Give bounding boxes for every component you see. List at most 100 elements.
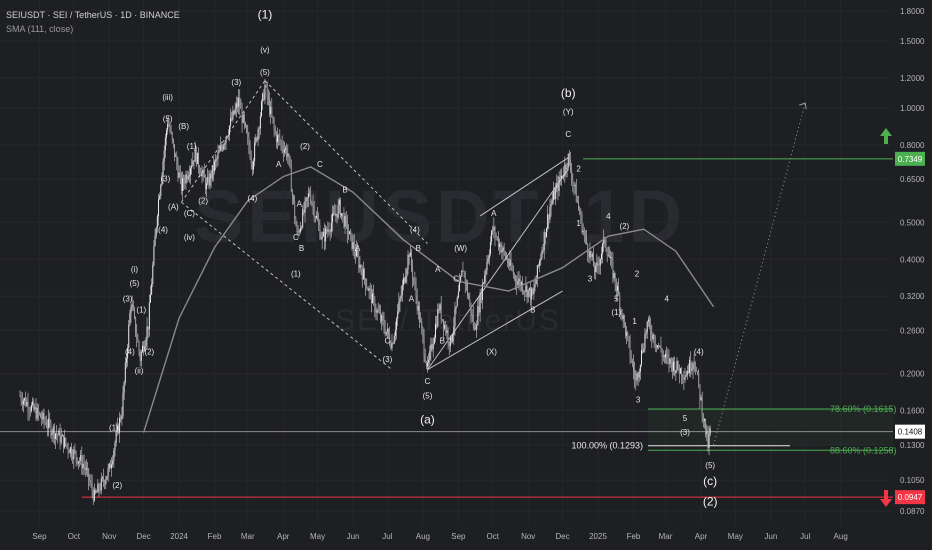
candle-body xyxy=(361,270,363,280)
candle-body xyxy=(220,146,222,148)
candle-body xyxy=(701,397,703,417)
time-tick-label: Sep xyxy=(451,532,466,541)
wave-label: (3) xyxy=(123,294,133,303)
time-axis[interactable]: Sep Oct Nov Dec 2024 Feb Mar Apr May Jun Jul Aug Sep… xyxy=(32,532,847,541)
candle-body xyxy=(46,426,48,428)
candle-body xyxy=(20,395,22,401)
candle-body xyxy=(44,420,46,423)
wave-label: (5) xyxy=(423,392,433,401)
candle-body xyxy=(457,291,459,298)
price-tick-label: 0.1600 xyxy=(900,407,925,416)
candle-body xyxy=(263,93,265,100)
candle-body xyxy=(219,146,221,151)
candle-body xyxy=(707,431,709,448)
candle-body xyxy=(587,243,589,254)
candle-body xyxy=(563,174,565,177)
time-tick-label: Apr xyxy=(277,532,290,541)
candle-body xyxy=(575,184,577,203)
candle-body xyxy=(676,361,678,371)
candle-body xyxy=(621,309,623,319)
candle-body xyxy=(699,384,701,400)
candle-body xyxy=(565,164,567,170)
candle-body xyxy=(325,228,327,242)
candle-body xyxy=(677,361,679,370)
candle-body xyxy=(303,209,305,213)
candle-body xyxy=(323,232,325,242)
candle-body xyxy=(115,431,117,443)
candle-body xyxy=(305,198,307,202)
candle-body xyxy=(30,405,32,412)
candle-body xyxy=(516,281,518,285)
candle-body xyxy=(418,306,420,322)
wave-label: (A) xyxy=(168,203,179,212)
candle-body xyxy=(280,141,282,143)
candle-body xyxy=(212,165,214,172)
candle-body xyxy=(156,216,158,228)
candle-body xyxy=(251,162,253,170)
candle-body xyxy=(683,377,685,380)
price-axis[interactable]: 1.8000 1.5000 1.2000 1.0000 0.8000 0.6500 0.50… xyxy=(900,7,925,516)
candle-body xyxy=(439,304,441,311)
candle-body xyxy=(485,270,487,276)
wave-label: (iv) xyxy=(184,233,195,242)
candle-body xyxy=(105,479,107,485)
candle-body xyxy=(612,260,614,279)
wave-label: (2) xyxy=(619,222,629,231)
candle-body xyxy=(592,254,594,267)
candle-body xyxy=(393,335,395,344)
candle-body xyxy=(322,232,324,237)
candle-body xyxy=(352,242,354,249)
candle-body xyxy=(366,287,368,289)
candle-body xyxy=(492,230,494,232)
candle-body xyxy=(248,136,250,148)
candle-body xyxy=(493,226,495,231)
candle-body xyxy=(99,490,101,491)
price-tick-label: 1.2000 xyxy=(900,74,925,83)
wave-label: (2) xyxy=(703,495,718,509)
candle-body xyxy=(420,321,422,322)
candle-body xyxy=(183,178,185,183)
wave-label: C xyxy=(453,274,459,283)
candle-body xyxy=(594,266,596,272)
candle-body xyxy=(293,195,295,202)
projection-line xyxy=(713,102,806,445)
candle-body xyxy=(471,315,473,316)
candle-body xyxy=(576,201,578,203)
candle-body xyxy=(277,135,279,142)
candle-body xyxy=(357,249,359,256)
candle-body xyxy=(447,330,449,343)
candle-body xyxy=(215,159,217,162)
candle-body xyxy=(272,116,274,121)
candle-body xyxy=(343,213,345,227)
candle-body xyxy=(690,359,692,371)
candle-body xyxy=(500,243,502,253)
candle-body xyxy=(255,137,257,143)
candle-body xyxy=(331,213,333,223)
candle-body xyxy=(234,108,236,114)
candle-body xyxy=(689,359,691,373)
candle-body xyxy=(600,253,602,260)
price-tick-label: 0.6500 xyxy=(900,175,925,184)
candle-body xyxy=(242,114,244,123)
candle-body xyxy=(643,348,645,352)
candle-body xyxy=(440,304,442,320)
candle-body xyxy=(449,336,451,347)
candle-body xyxy=(369,288,371,290)
candle-body xyxy=(649,319,651,326)
candle-body xyxy=(554,191,556,200)
candle-body xyxy=(72,456,74,460)
candle-body xyxy=(228,125,230,136)
candle-body xyxy=(326,228,328,232)
candle-body xyxy=(64,437,66,448)
candle-body xyxy=(167,123,169,131)
candle-body xyxy=(139,351,141,361)
signal-arrows xyxy=(880,128,892,507)
time-tick-label: Dec xyxy=(555,532,569,541)
candle-body xyxy=(370,289,372,304)
candle-body xyxy=(302,209,304,228)
candle-body xyxy=(329,231,331,233)
candle-body xyxy=(82,463,84,469)
candle-body xyxy=(76,457,78,464)
